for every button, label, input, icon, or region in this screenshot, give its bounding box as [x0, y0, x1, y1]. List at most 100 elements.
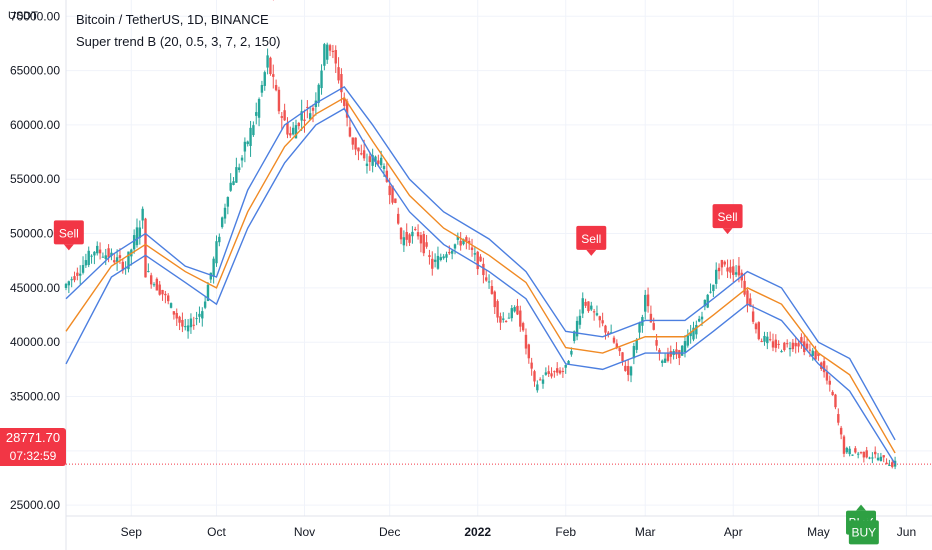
candle-body — [678, 350, 681, 359]
candle-body — [93, 251, 96, 256]
mid-band-line — [65, 96, 896, 454]
candle-body — [147, 271, 150, 273]
candle-body — [467, 240, 471, 244]
candle-body — [874, 451, 877, 455]
candle-body — [621, 352, 624, 362]
y-axis-ticks: 70000.00 65000.00 60000.00 55000.00 50000.00… — [10, 9, 60, 512]
candle-body — [186, 325, 190, 332]
candle-body — [436, 255, 440, 269]
x-tick-label: Jun — [897, 525, 916, 539]
currency-label: USDT — [8, 10, 38, 22]
candle-body — [201, 311, 204, 319]
candle-body — [274, 85, 278, 91]
candle-body — [343, 97, 346, 106]
signal-pointer — [856, 504, 867, 511]
candle-body — [635, 339, 638, 350]
x-tick-label: Mar — [635, 525, 656, 539]
last-price-tag: 28771.70 07:32:59 — [0, 428, 66, 466]
candle-body — [777, 343, 780, 345]
candle-body — [479, 256, 482, 262]
candle-body — [629, 366, 633, 376]
candle-body — [788, 347, 792, 350]
candle-body — [726, 267, 729, 272]
candle-body — [496, 301, 499, 318]
candle-body — [845, 447, 849, 453]
buy-signal: BUY — [848, 514, 879, 545]
candle-body — [734, 272, 738, 275]
candle-body — [272, 74, 275, 77]
candle-body — [328, 45, 332, 51]
candle-body — [379, 157, 383, 166]
candle-body — [220, 217, 224, 228]
candle-body — [805, 343, 809, 349]
candle-body — [607, 332, 610, 335]
candle-body — [164, 293, 167, 296]
candle-body — [331, 50, 335, 52]
candle-body — [746, 290, 749, 306]
indicator-title[interactable]: Super trend B (20, 0.5, 3, 7, 2, 150) — [76, 34, 281, 49]
candle-body — [766, 336, 769, 344]
candle-body — [851, 454, 854, 456]
candle-body — [825, 372, 829, 381]
candle-body — [98, 249, 102, 254]
y-tick-label: 50000.00 — [10, 227, 60, 241]
candle-body — [456, 236, 460, 240]
candle-body — [354, 137, 357, 150]
candle-body — [422, 234, 425, 254]
candle-body — [862, 451, 866, 458]
candle-body — [81, 265, 85, 273]
candle-body — [720, 260, 724, 268]
candle-body — [326, 44, 329, 60]
signal-box — [53, 220, 84, 245]
candle-body — [683, 341, 687, 353]
candle-body — [67, 281, 71, 286]
candle-body — [138, 227, 142, 238]
lower-band-line — [65, 107, 896, 465]
symbol-title[interactable]: Bitcoin / TetherUS, 1D, BINANCE — [76, 12, 269, 27]
candle-body — [411, 231, 414, 237]
x-tick-label: Oct — [207, 525, 226, 539]
candle-body — [439, 257, 442, 261]
signal-box — [848, 520, 879, 545]
candle-body — [891, 462, 894, 467]
candle-body — [521, 323, 525, 331]
candle-body — [536, 384, 539, 391]
candle-body — [402, 237, 406, 246]
chart-grid — [66, 0, 932, 516]
candle-body — [70, 279, 73, 281]
candle-body — [879, 456, 883, 461]
candle-body — [357, 147, 360, 152]
candle-body — [260, 85, 264, 93]
candle-body — [697, 318, 701, 322]
signal-box — [576, 225, 607, 250]
candle-body — [618, 347, 621, 352]
signal-pointer — [722, 228, 733, 235]
candle-body — [485, 277, 488, 281]
candle-body — [871, 457, 874, 459]
candle-body — [550, 373, 553, 377]
candle-body — [666, 352, 670, 361]
candle-body — [476, 251, 479, 270]
candle-body — [556, 368, 559, 373]
candle-body — [115, 257, 119, 262]
y-tick-label: 55000.00 — [10, 172, 60, 186]
candle-body — [135, 227, 139, 246]
candle-body — [828, 380, 831, 385]
candle-body — [712, 284, 715, 292]
candle-body — [360, 153, 363, 155]
signal-markers: SellSellSellSellBUYBUY — [53, 0, 879, 545]
candle-body — [808, 349, 812, 351]
candle-body — [510, 308, 513, 319]
candle-body — [110, 252, 113, 257]
x-tick-label: Nov — [294, 525, 315, 539]
candle-body — [885, 462, 888, 465]
candle-body — [240, 157, 244, 161]
candle-body — [257, 99, 261, 118]
candle-body — [473, 253, 477, 255]
candle-body — [797, 343, 800, 347]
candle-body — [104, 255, 107, 260]
candle-body — [856, 453, 860, 455]
candle-body — [715, 269, 718, 284]
candle-body — [652, 323, 655, 330]
